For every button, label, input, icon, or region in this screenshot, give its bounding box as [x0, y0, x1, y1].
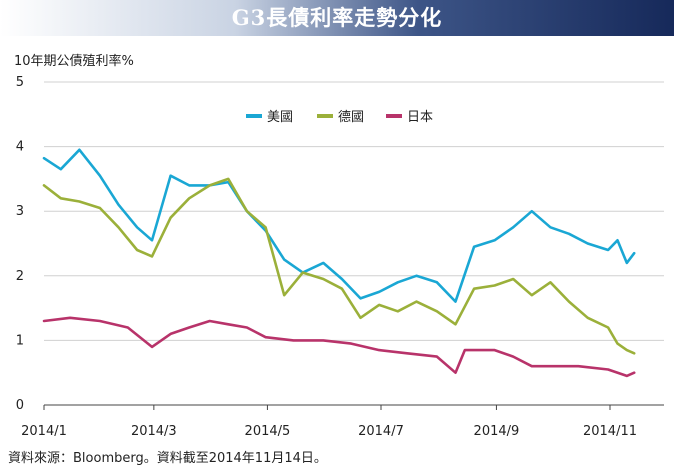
x-tick-label: 2014/11 — [583, 424, 637, 439]
y-tick-label: 2 — [16, 269, 24, 284]
grid-lines — [44, 81, 664, 341]
y-tick-label: 3 — [16, 204, 24, 219]
series-lines — [42, 148, 636, 378]
y-tick-label: 1 — [16, 333, 24, 348]
x-tick-label: 2014/3 — [131, 424, 177, 439]
x-axis: 2014/1 2014/3 2014/5 2014/7 2014/9 2014/11 — [21, 404, 664, 439]
y-tick-label: 4 — [16, 140, 24, 155]
legend-label: 德國 — [338, 110, 364, 125]
legend-label: 美國 — [267, 110, 293, 125]
y-tick-label: 5 — [16, 75, 24, 90]
title-bar — [0, 0, 674, 36]
y-axis-label: 10年期公債殖利率% — [14, 54, 134, 69]
legend-label: 日本 — [407, 110, 433, 125]
series-line-2 — [42, 316, 636, 378]
chart-title: G3長債利率走勢分化 — [231, 5, 443, 30]
series-line-0 — [42, 148, 636, 303]
x-tick-label: 2014/9 — [474, 424, 520, 439]
source-note: 資料來源：Bloomberg。資料截至2014年11月14日。 — [8, 451, 327, 466]
legend: 美國 德國 日本 — [246, 110, 433, 125]
x-tick-label: 2014/1 — [21, 424, 67, 439]
x-tick-label: 2014/5 — [245, 424, 291, 439]
y-tick-label: 0 — [16, 398, 24, 413]
x-tick-label: 2014/7 — [358, 424, 404, 439]
series-line-1 — [42, 177, 636, 355]
y-axis-ticks: 0 1 2 3 4 5 — [16, 75, 24, 413]
